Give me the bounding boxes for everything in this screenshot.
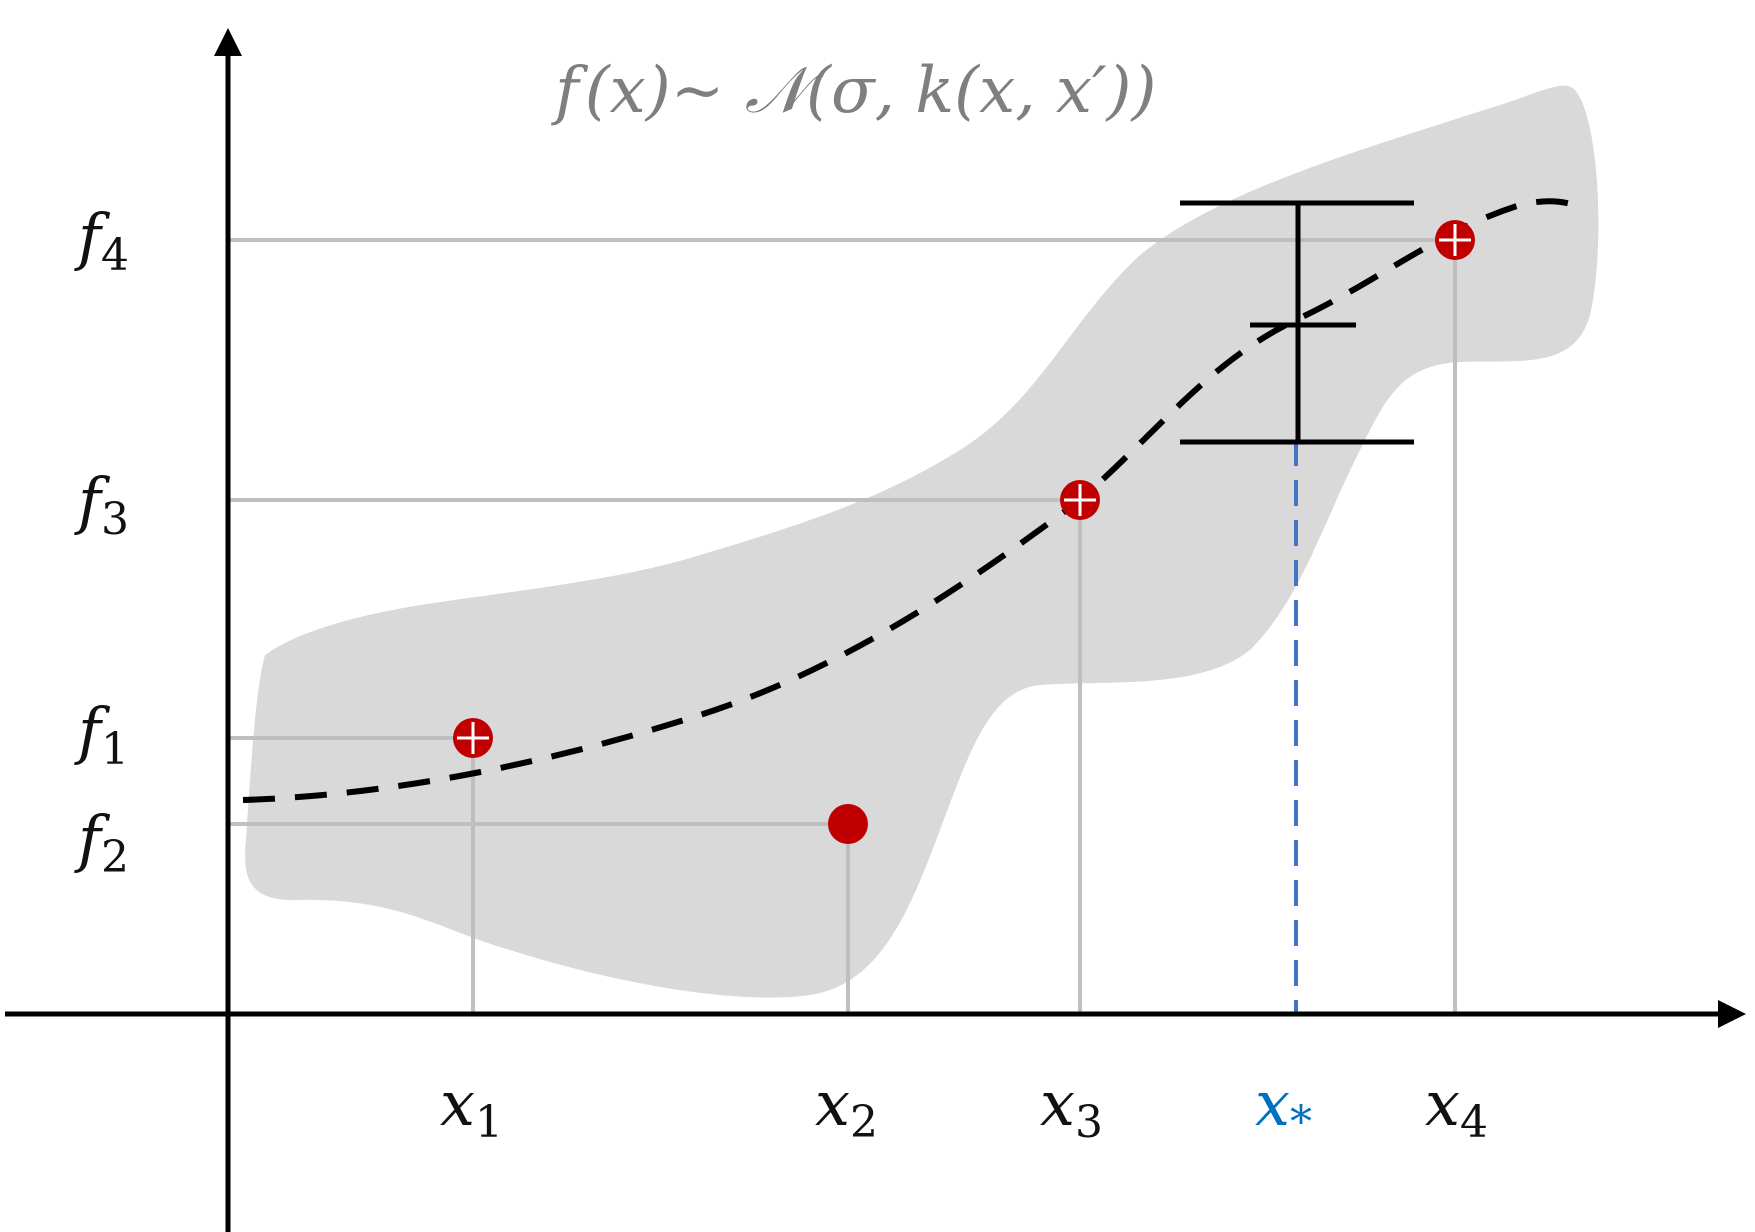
y-label-f4: f4 (74, 200, 129, 281)
error-bar (1180, 200, 1414, 445)
x-label-x1: x1 (440, 1067, 503, 1148)
title: f(x)~ 𝒩(σ, k(x, x′)) (551, 54, 1156, 128)
x-label-xstar: x* (1255, 1067, 1312, 1148)
title-args: (σ, k(x, x′)) (806, 54, 1156, 128)
observation-x3 (1060, 480, 1100, 520)
y-axis-arrowhead (214, 28, 242, 56)
confidence-band (245, 85, 1599, 998)
title-sim: ~ (671, 54, 745, 128)
title-x: (x) (585, 54, 671, 128)
x-axis-arrowhead (1718, 1000, 1746, 1028)
observation-x4 (1435, 220, 1475, 260)
y-label-f3: f3 (74, 464, 129, 545)
x-label-x3: x3 (1040, 1067, 1103, 1148)
x-label-x4: x4 (1425, 1067, 1488, 1148)
y-label-f1: f1 (74, 694, 129, 775)
x-label-x2: x2 (815, 1067, 878, 1148)
observation-x1 (453, 718, 493, 758)
observation-x2 (828, 804, 868, 844)
y-label-f2: f2 (74, 802, 129, 883)
title-f: f (551, 54, 589, 128)
